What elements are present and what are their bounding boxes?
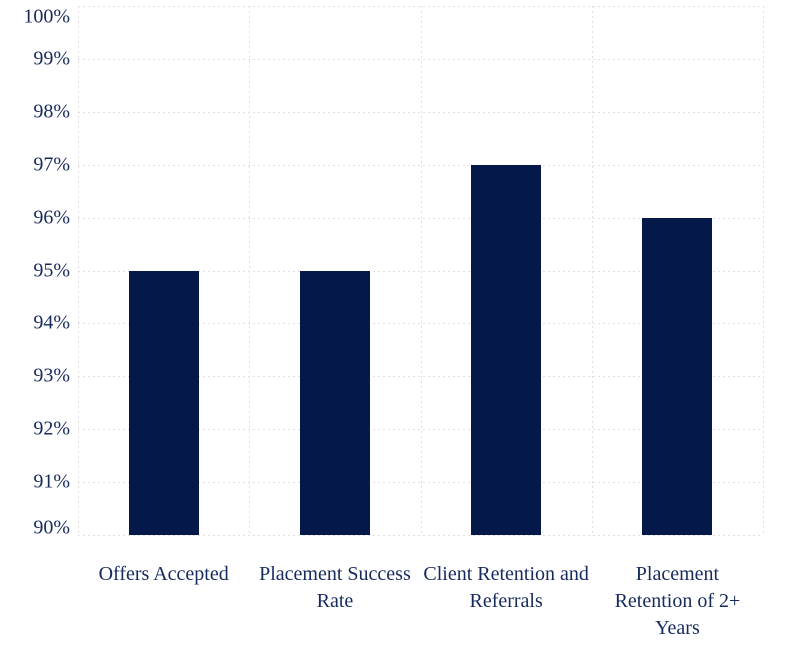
y-axis-tick-label: 99% [33, 47, 70, 70]
y-axis-tick-label: 91% [33, 470, 70, 493]
v-gridline [763, 6, 764, 535]
x-axis-category-label: Client Retention and Referrals [423, 563, 589, 612]
v-gridline [591, 6, 593, 535]
h-gridline [78, 535, 763, 536]
y-axis-tick-label: 93% [33, 364, 70, 387]
bar-offers-accepted [128, 270, 199, 535]
x-axis-category-label: Offers Accepted [98, 563, 229, 585]
bar-placement-success-rate [299, 270, 370, 535]
x-axis-category-label: Placement Retention of 2+ Years [614, 563, 741, 639]
bar-client-retention-and-referrals [471, 164, 542, 535]
y-axis-tick-label: 96% [33, 206, 70, 229]
y-axis-tick-label: 98% [33, 100, 70, 123]
v-gridline [249, 6, 251, 535]
y-axis-tick-label: 100% [23, 5, 70, 28]
y-axis-tick-label: 94% [33, 311, 70, 334]
y-axis-tick-label: 95% [33, 259, 70, 281]
y-axis-tick-label: 97% [33, 153, 70, 176]
v-gridline [78, 6, 79, 535]
y-axis-tick-label: 92% [33, 417, 70, 440]
y-axis-tick-label: 90% [33, 516, 70, 539]
bar-placement-retention-of-2-years [642, 217, 713, 535]
x-axis-category-label: Placement Success Rate [259, 563, 411, 612]
v-gridline [420, 6, 422, 535]
